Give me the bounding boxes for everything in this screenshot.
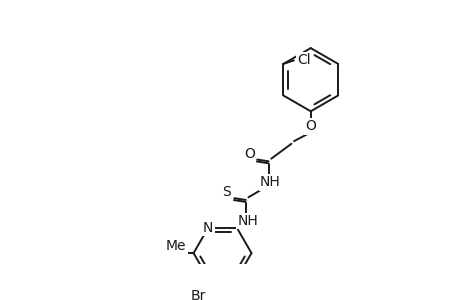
Text: Cl: Cl xyxy=(297,53,311,68)
Text: N: N xyxy=(202,221,213,235)
Text: S: S xyxy=(222,185,230,199)
Text: O: O xyxy=(305,119,315,133)
Text: NH: NH xyxy=(237,214,257,228)
Text: Br: Br xyxy=(190,289,206,300)
Text: O: O xyxy=(243,147,254,161)
Text: NH: NH xyxy=(259,176,280,189)
Text: Me: Me xyxy=(165,239,186,253)
